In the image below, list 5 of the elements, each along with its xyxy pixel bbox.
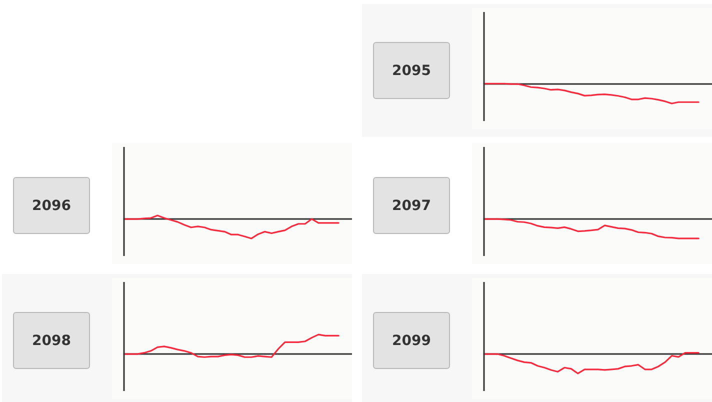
chart-title: 2099 xyxy=(373,312,450,369)
chart-title: 2098 xyxy=(13,312,90,369)
chart-title: 2097 xyxy=(373,177,450,234)
chart-title: 2096 xyxy=(13,177,90,234)
chart-title: 2095 xyxy=(373,42,450,99)
